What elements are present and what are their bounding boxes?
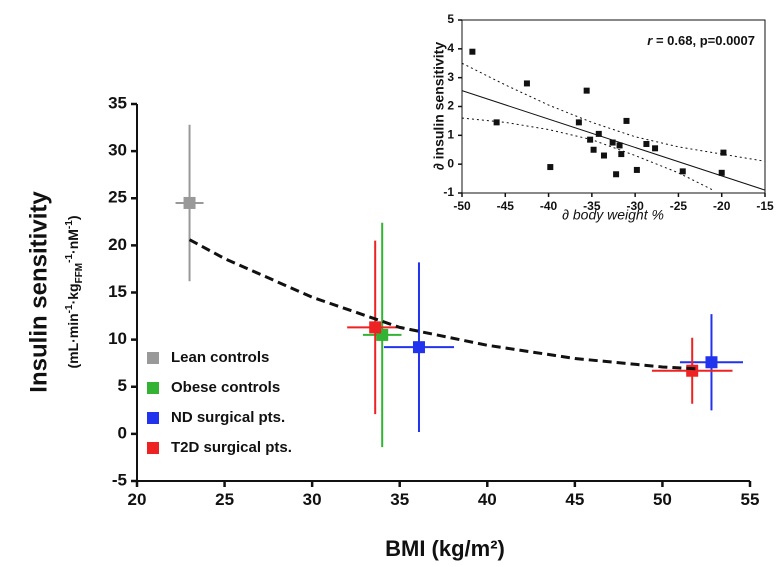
marker [618,151,625,158]
unit-part: -1 [64,254,75,263]
inset-y-title: ∂ insulin sensitivity [431,42,447,170]
marker [469,48,476,55]
legend-swatch [147,382,159,394]
marker [686,364,699,377]
x-tick-label: 40 [478,490,497,509]
x-tick-label: 25 [215,490,234,509]
y-tick-label: 15 [108,282,127,301]
y-tick-label: 35 [108,93,127,112]
marker [590,146,597,153]
x-tick-label: 20 [128,490,147,509]
x-tick-label: -50 [453,199,471,213]
marker [633,166,640,173]
y-tick-label: 25 [108,188,127,207]
marker [183,196,196,209]
legend-swatch [147,352,159,364]
unit-part: -1 [64,304,75,313]
unit-part: ·nM [65,229,81,254]
marker [523,80,530,87]
unit-part: (mL·min [65,313,81,368]
marker [643,140,650,147]
y-tick-label: 0 [447,156,454,170]
x-tick-label: 55 [741,490,760,509]
x-tick-label: 30 [303,490,322,509]
legend-label: ND surgical pts. [171,409,285,426]
marker [718,169,725,176]
unit-part: FFM [74,263,85,284]
legend-swatch [147,412,159,424]
fit-line [461,90,766,191]
y-tick-label: 5 [447,12,454,26]
y-tick-label: -5 [112,470,127,489]
x-tick-label: -45 [497,199,515,213]
annotation: r = 0.68, p=0.0007 [647,33,755,48]
unit-part: ·kg [65,283,81,304]
marker [493,119,500,126]
marker [412,341,425,354]
y-tick-label: 1 [447,128,454,142]
marker [623,117,630,124]
x-tick-label: -30 [626,199,644,213]
y-tick-label: 10 [108,329,127,348]
marker [613,171,620,178]
marker [652,145,659,152]
marker [679,168,686,175]
marker [705,356,718,369]
y-tick-label: 3 [447,70,454,84]
x-tick-label: -40 [540,199,558,213]
x-tick-label: 45 [565,490,584,509]
unit-part: ) [65,215,81,220]
marker [547,164,554,171]
annotation-part: r [647,33,653,48]
x-tick-label: -35 [583,199,601,213]
y-tick-label: 2 [447,99,454,113]
x-tick-label: -25 [670,199,688,213]
x-tick-label: -20 [713,199,731,213]
fit-line [188,238,698,371]
marker [369,321,382,334]
y-tick-label: 4 [447,41,454,55]
y-tick-label: 30 [108,141,127,160]
legend-label: Obese controls [171,379,280,396]
x-tick-label: 50 [653,490,672,509]
y-tick-label: 20 [108,235,127,254]
marker [575,119,582,126]
fit-line [461,62,766,162]
legend-label: T2D surgical pts. [171,439,292,456]
y-axis-unit: (mL·min-1·kgFFM-1·nM-1) [64,215,85,368]
annotation-part: = 0.68, p=0.0007 [652,33,755,48]
fit-line [461,117,714,191]
marker [720,149,727,156]
marker [595,130,602,137]
x-axis-title: BMI (kg/m²) [385,536,505,561]
marker [583,87,590,94]
y-tick-label: 5 [118,376,127,395]
y-axis-title: Insulin sensitivity [25,191,52,393]
x-tick-label: 35 [390,490,409,509]
marker [616,142,623,149]
inset-frame [461,19,766,194]
y-tick-label: 0 [118,423,127,442]
legend-label: Lean controls [171,349,269,366]
marker [609,139,616,146]
y-tick-label: -1 [443,185,454,199]
marker [600,152,607,159]
unit-part: -1 [64,220,75,229]
legend-swatch [147,442,159,454]
inset-x-title: ∂ body weight % [562,207,664,223]
x-tick-label: -15 [756,199,774,213]
